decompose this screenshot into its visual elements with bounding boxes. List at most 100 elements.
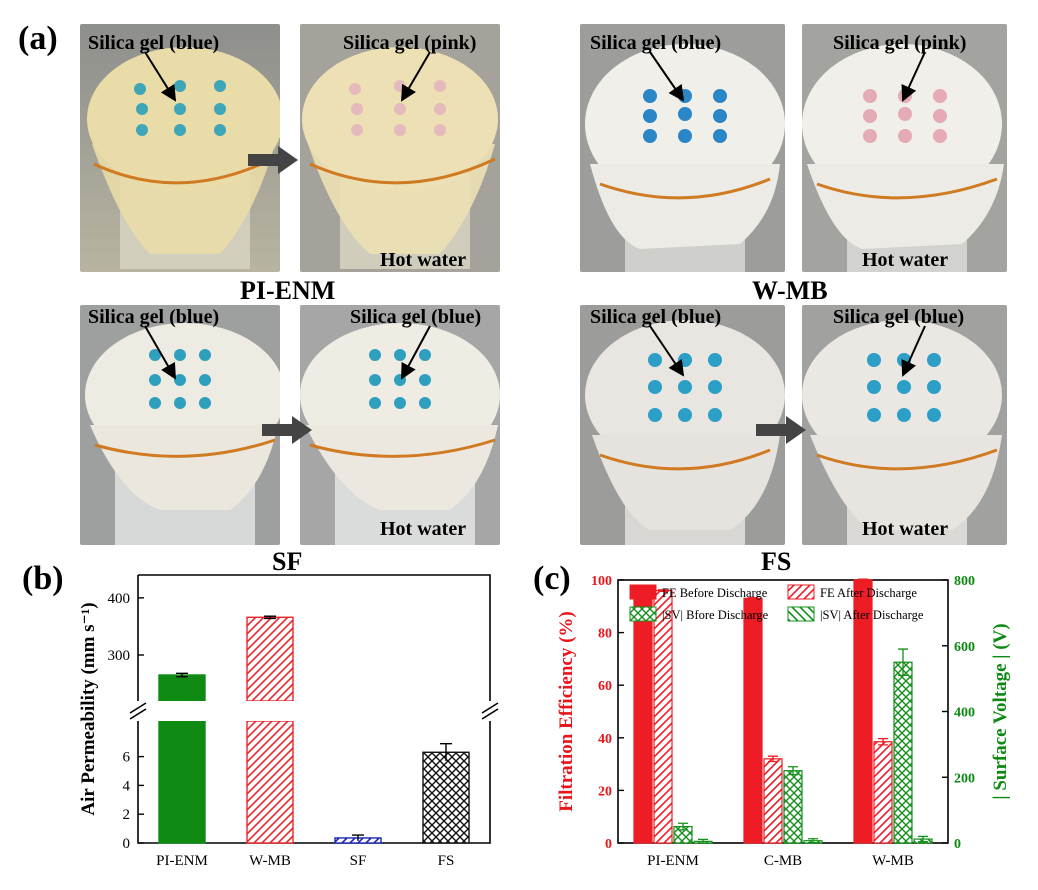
axis-break-mark	[129, 702, 147, 720]
plot-frame-bottom	[137, 721, 491, 844]
error-bar	[658, 589, 668, 592]
y-tick-label-right: 600	[954, 640, 975, 655]
error-bar	[176, 672, 188, 678]
y-tick-label-right: 200	[954, 771, 975, 786]
y-tick-label-right: 800	[954, 574, 975, 589]
legend-label: |SV| After Discharge	[820, 608, 924, 622]
y-tick-label: 0	[123, 836, 131, 852]
transition-arrows	[248, 146, 806, 444]
panel-c-label: (c)	[533, 560, 571, 597]
photo-sf-before	[80, 305, 280, 545]
error-bar	[352, 834, 364, 841]
hot-water-label: Hot water	[862, 518, 949, 540]
panel-a-arrows	[144, 51, 926, 444]
photo-fs-before	[580, 305, 785, 545]
panel-a-label: (a)	[18, 20, 58, 57]
legend-swatch	[629, 606, 657, 622]
error-bar	[808, 838, 818, 844]
right-arrow-icon	[756, 416, 806, 444]
sample-title-sf: SF	[272, 547, 303, 576]
y-tick-label-right: 0	[954, 837, 961, 852]
legend-label: |SV| Bfore Discharge	[662, 608, 769, 622]
photo-caption: Silica gel (blue)	[590, 32, 722, 54]
pointer-arrow	[144, 325, 176, 380]
pointer-arrow	[144, 51, 177, 102]
legend-label: FE Before Discharge	[662, 586, 768, 600]
x-tick-label: PI-ENM	[156, 853, 208, 869]
bar	[893, 661, 913, 844]
sample-title-fs: FS	[761, 547, 792, 576]
error-bar	[858, 578, 868, 582]
x-tick-label: W-MB	[249, 853, 291, 869]
photo-caption: Silica gel (blue)	[350, 306, 482, 328]
bar	[743, 597, 763, 844]
x-tick-label: C-MB	[764, 853, 802, 869]
error-bar	[748, 596, 758, 600]
hot-water-label: Hot water	[380, 249, 467, 271]
y-tick-label-left: 100	[591, 574, 612, 589]
y-axis-label-right: | Surface Voltage | (V)	[990, 623, 1011, 799]
error-bar	[788, 766, 798, 776]
chart-c: 0 20 40 60 80 100 0 200 400 600 800 Filtration Effi…	[556, 574, 1011, 869]
photo-sf-after	[300, 305, 500, 545]
error-bar	[264, 615, 276, 620]
photo-w-mb-before	[580, 24, 785, 272]
axis-break-gap	[158, 701, 206, 721]
x-tick-label: SF	[350, 853, 367, 869]
error-bar	[918, 835, 928, 843]
legend-swatch	[787, 584, 815, 600]
y-tick-label: 4	[123, 778, 131, 794]
y-tick-label-left: 40	[598, 732, 612, 747]
y-tick-label: 6	[123, 750, 131, 766]
photo-caption: Silica gel (pink)	[343, 32, 477, 54]
y-axis-label: Air Permeability (mm s⁻¹)	[78, 602, 99, 815]
panel-b-label: (b)	[22, 560, 64, 597]
pointer-arrow	[649, 51, 685, 102]
error-bar	[898, 648, 908, 676]
error-bar	[768, 755, 778, 763]
y-tick-label-left: 80	[598, 627, 612, 642]
y-tick-label-left: 0	[605, 837, 612, 852]
photo-w-mb-after	[802, 24, 1007, 272]
error-bar	[440, 742, 452, 761]
y-tick-label-left: 20	[598, 784, 612, 799]
x-tick-label: FS	[438, 853, 455, 869]
bar	[873, 741, 893, 844]
photo-fs-after	[802, 305, 1007, 545]
photo-pi-enm-before	[80, 24, 280, 272]
y-axis-label-left: Filtration Efficiency (%)	[556, 611, 577, 812]
error-bar	[698, 838, 708, 844]
y-tick-label: 300	[108, 648, 131, 664]
pointer-arrow	[400, 51, 431, 102]
hot-water-label: Hot water	[380, 518, 467, 540]
error-bar	[878, 737, 888, 746]
photo-caption: Silica gel (blue)	[833, 306, 965, 328]
pointer-arrow	[901, 325, 926, 377]
bar	[633, 589, 653, 844]
axis-break-gap	[246, 701, 294, 721]
chart-b: 0 2 4 6 300 400 Air Permeability (mm s⁻¹) PI-EN…	[78, 574, 499, 869]
legend-swatch	[787, 606, 815, 622]
y-tick-label: 400	[108, 591, 131, 607]
bar	[763, 758, 783, 844]
bar-lower-segment	[246, 720, 294, 844]
bar	[246, 616, 294, 702]
plot-frame-top	[138, 574, 491, 701]
bar-lower-segment	[158, 720, 206, 844]
pointer-arrow	[401, 325, 431, 380]
photo-caption: Silica gel (pink)	[833, 32, 967, 54]
x-tick-label: W-MB	[872, 853, 914, 869]
photo-caption: Silica gel (blue)	[590, 306, 722, 328]
sample-title-w-mb: W-MB	[752, 276, 828, 305]
right-arrow-icon	[262, 416, 312, 444]
photo-caption: Silica gel (blue)	[88, 306, 220, 328]
y-tick-label-left: 60	[598, 679, 612, 694]
bar	[422, 751, 470, 844]
error-bar	[678, 822, 688, 831]
legend-label: FE After Discharge	[820, 586, 917, 600]
bar	[653, 589, 673, 844]
x-tick-label: PI-ENM	[647, 853, 699, 869]
hot-water-label: Hot water	[862, 249, 949, 271]
y-tick-label: 2	[123, 807, 131, 823]
sample-title-pi-enm: PI-ENM	[240, 276, 336, 305]
